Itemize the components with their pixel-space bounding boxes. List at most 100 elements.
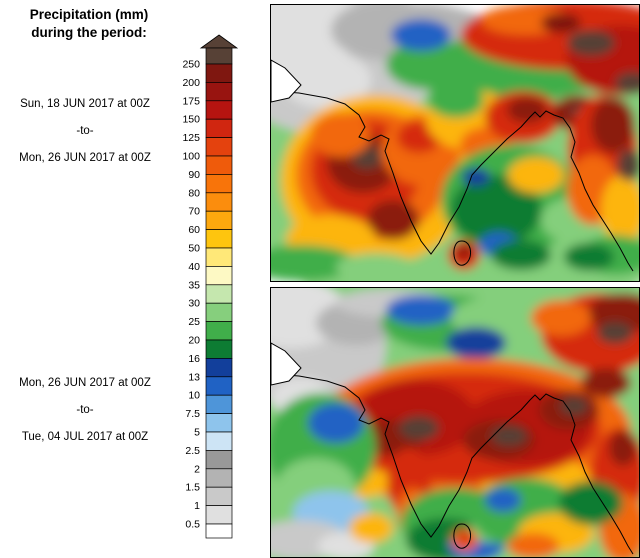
colorbar-tick-label: 35 [188, 279, 200, 291]
colorbar-segment [205, 247, 233, 267]
period-1-end-date: Mon, 26 JUN 2017 at 00Z [19, 152, 151, 164]
precip-blob [399, 416, 439, 440]
period-2-end-date: Tue, 04 JUL 2017 at 00Z [21, 431, 149, 443]
coastline [271, 90, 634, 272]
period-2-start-date: Mon, 26 JUN 2017 at 00Z [19, 377, 151, 389]
precip-blob [491, 426, 527, 446]
colorbar-tick-label: 70 [188, 206, 200, 218]
colorbar-segment [205, 505, 233, 525]
precip-blob [446, 327, 506, 359]
precip-blob [564, 243, 614, 271]
colorbar-segment [205, 47, 233, 65]
precip-blob [617, 149, 639, 181]
colorbar-tick-label: 16 [188, 353, 200, 365]
precip-blob [508, 157, 564, 193]
colorbar-tick-label: 2.5 [185, 445, 200, 457]
chart-title: Precipitation (mm) during the period: [4, 6, 174, 42]
arabia-coastline [271, 59, 302, 103]
precip-blob [601, 175, 639, 245]
colorbar-segment [205, 376, 233, 396]
period-1-start-date: Sun, 18 JUN 2017 at 00Z [20, 98, 150, 110]
period-2-dates: Mon, 26 JUN 2017 at 00Z -to- Tue, 04 JUL… [0, 370, 170, 451]
map-panels [270, 0, 640, 558]
colorbar-tick-label: 50 [188, 243, 200, 255]
colorbar-segment [205, 82, 233, 102]
precip-blob [428, 82, 484, 118]
colorbar-segment [205, 321, 233, 341]
precip-blob [531, 300, 591, 336]
colorbar-tick-label: 0.5 [185, 519, 200, 531]
colorbar-tick-label: 90 [188, 169, 200, 181]
colorbar-segment [205, 523, 233, 539]
colorbar-tick-label: 40 [188, 261, 200, 273]
colorbar-segment [205, 486, 233, 506]
precip-blob [308, 403, 364, 443]
precip-blob [367, 200, 419, 240]
colorbar-segment [205, 174, 233, 194]
colorbar-tick-label: 10 [188, 390, 200, 402]
precip-blob [349, 513, 393, 543]
precip-blob [567, 30, 615, 56]
precip-blob [507, 533, 559, 557]
colorbar-tick-label: 150 [182, 114, 200, 126]
colorbar-segment [205, 431, 233, 451]
colorbar-arrow-icon [199, 34, 238, 49]
precip-blob [451, 175, 541, 245]
colorbar-tick-label: 100 [182, 151, 200, 163]
precip-blob [507, 97, 547, 123]
precip-blob [311, 113, 371, 157]
precip-blob [615, 72, 639, 94]
coastline [271, 373, 634, 555]
precip-blob [456, 245, 472, 259]
colorbar-tick-label: 200 [182, 77, 200, 89]
colorbar-segment [205, 394, 233, 414]
colorbar-tick-label: 125 [182, 132, 200, 144]
colorbar-tick-label: 250 [182, 59, 200, 71]
precip-blob [560, 397, 588, 415]
precip-blob [462, 168, 490, 186]
colorbar-segment [205, 266, 233, 286]
colorbar-tick-label: 13 [188, 371, 200, 383]
colorbar-tick-label: 7.5 [185, 408, 200, 420]
colorbar-tick-label: 1 [194, 500, 200, 512]
precip-field-layer [271, 5, 639, 281]
colorbar-segment [205, 358, 233, 378]
precip-blob [588, 293, 639, 333]
colorbar-segment [205, 63, 233, 83]
precip-blob [591, 97, 635, 153]
precip-blob [386, 295, 456, 325]
colorbar-segment [205, 339, 233, 359]
colorbar-segment [205, 100, 233, 120]
chart-title-line2: during the period: [31, 25, 147, 40]
colorbar-segment [205, 468, 233, 488]
precip-blob [271, 245, 356, 281]
precip-blob [559, 481, 623, 525]
colorbar-tick-label: 20 [188, 335, 200, 347]
colorbar-segment [205, 450, 233, 470]
precip-map-svg-period-1 [271, 5, 639, 281]
precip-field-layer [271, 288, 639, 557]
colorbar-segment [205, 284, 233, 304]
colorbar-legend: 250 200 175 150 125 100 90 80 70 60 50 40 35 30 25 20 16… [182, 34, 238, 539]
precip-blob [581, 368, 631, 398]
precip-blob [597, 322, 633, 344]
colorbar-segment [205, 229, 233, 249]
colorbar-segment [205, 413, 233, 433]
left-pane: Precipitation (mm) during the period: Su… [0, 0, 268, 558]
colorbar-tick-label: 175 [182, 95, 200, 107]
colorbar-tick-label: 25 [188, 316, 200, 328]
chart-title-line1: Precipitation (mm) [29, 7, 149, 22]
colorbar-segment [205, 155, 233, 175]
precip-blob [458, 532, 472, 544]
period-1-separator: -to- [76, 125, 94, 137]
colorbar-tick-label: 80 [188, 187, 200, 199]
colorbar-tick-label: 30 [188, 298, 200, 310]
colorbar-tick-label: 1.5 [185, 482, 200, 494]
precip-blob [609, 430, 637, 466]
colorbar-segment [205, 210, 233, 230]
colorbar-tick-label: 60 [188, 224, 200, 236]
precip-blob [491, 240, 551, 270]
colorbar-tick-label: 2 [194, 463, 200, 475]
colorbar-segment [205, 118, 233, 138]
